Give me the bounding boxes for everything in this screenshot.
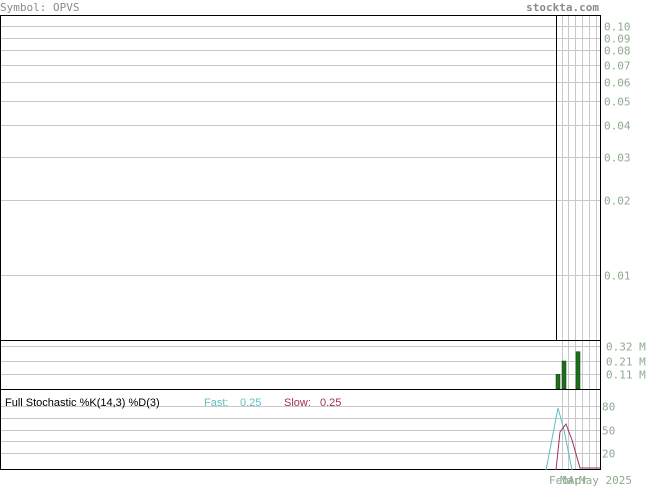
- price-panel-frame: [0, 15, 601, 341]
- price-tick-label: 0.01: [604, 270, 631, 283]
- fast-stochastic-line: [545, 407, 573, 471]
- volume-gridlines: [1, 346, 600, 375]
- slow-legend-label: Slow:: [284, 397, 311, 409]
- fast-legend-value: 0.25: [240, 397, 261, 409]
- volume-panel: 0.32 M 0.21 M0.11 M: [0, 340, 646, 390]
- stochastic-axis-ticks: 80 50 20: [602, 401, 615, 461]
- volume-bar: [575, 351, 581, 390]
- volume-bar: [555, 374, 561, 390]
- x-axis-label: Mar: [560, 474, 580, 486]
- x-axis-label: May 2025: [579, 474, 632, 486]
- stochastic-tick-label: 20: [602, 448, 615, 461]
- stochastic-panel-frame: [0, 389, 601, 470]
- slow-legend-value: 0.25: [320, 397, 341, 409]
- stochastic-tick-label: 50: [602, 425, 615, 438]
- price-tick-label: 0.05: [604, 96, 631, 109]
- volume-panel-frame: [0, 340, 601, 390]
- price-vertical-gridlines: [562, 16, 597, 469]
- stochastic-tick-label: 80: [602, 401, 615, 414]
- price-tick-label: 0.08: [604, 45, 631, 58]
- stochastic-gridlines: [1, 406, 600, 454]
- fast-legend-label: Fast:: [204, 397, 228, 409]
- price-tick-label: 0.03: [604, 152, 631, 165]
- stochastic-panel: 80 50 20 Full Stochastic %K(14,3) %D(3) Fa…: [0, 389, 615, 471]
- slow-stochastic-line: [555, 422, 600, 471]
- price-tick-label: 0.10: [604, 21, 631, 34]
- stochastic-title: Full Stochastic %K(14,3) %D(3): [5, 397, 160, 409]
- price-gridlines: [1, 26, 600, 276]
- volume-tick-label: 0.32 M: [606, 341, 646, 354]
- price-tick-label: 0.02: [604, 195, 631, 208]
- x-axis-label: Feb: [549, 474, 569, 486]
- price-tick-label: 0.09: [604, 33, 631, 46]
- price-axis-ticks: 0.100.090.08 0.07 0.06 0.05 0.04 0.03 0.02 0.01: [604, 21, 631, 283]
- volume-tick-label: 0.11 M: [606, 369, 646, 382]
- price-panel: 0.100.090.08 0.07 0.06 0.05 0.04 0.03 0.02 0.01: [0, 15, 631, 469]
- watermark: stockta.com: [526, 1, 599, 14]
- symbol-label: Symbol: OPVS: [0, 1, 79, 14]
- price-tick-label: 0.04: [604, 120, 631, 133]
- volume-axis-ticks: 0.32 M 0.21 M0.11 M: [606, 341, 646, 382]
- x-axis-label: Apr: [568, 474, 588, 486]
- volume-tick-label: 0.21 M: [606, 356, 646, 369]
- price-tick-label: 0.07: [604, 60, 631, 73]
- price-tick-label: 0.06: [604, 77, 631, 90]
- volume-bar: [561, 360, 567, 390]
